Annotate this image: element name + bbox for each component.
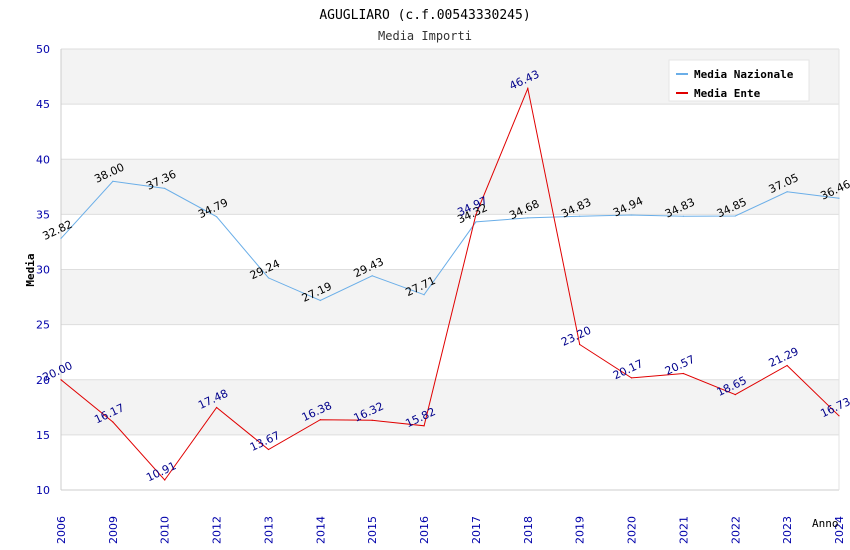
grid-band <box>61 324 839 380</box>
y-tick-label: 40 <box>36 153 50 166</box>
chart-title: AGUGLIARO (c.f.00543330245) <box>319 8 530 23</box>
data-point-media-nazionale <box>734 215 736 217</box>
x-tick-label: 2013 <box>262 516 275 544</box>
data-point-media-nazionale <box>579 215 581 217</box>
y-tick-label: 10 <box>36 484 50 497</box>
x-axis-ticks: 2006 2009 2010 2012 2013 2014 2015 2016 2017 2018… <box>55 516 846 544</box>
data-point-media-nazionale <box>112 180 114 182</box>
y-tick-label: 35 <box>36 208 50 221</box>
y-axis-ticks: 10 15 20 25 30 35 40 45 50 <box>36 43 50 497</box>
data-point-media-ente <box>734 394 736 396</box>
data-point-media-ente <box>786 364 788 367</box>
x-tick-label: 2024 <box>833 516 846 544</box>
x-tick-label: 2017 <box>470 516 483 544</box>
data-point-media-ente <box>164 479 166 481</box>
data-point-media-nazionale <box>682 215 685 217</box>
y-tick-label: 45 <box>36 98 50 111</box>
y-tick-label: 50 <box>36 43 50 56</box>
y-tick-label: 20 <box>36 374 50 387</box>
data-point-media-ente <box>475 214 477 216</box>
data-point-media-nazionale <box>527 217 529 219</box>
data-point-media-nazionale <box>216 216 218 218</box>
axes <box>60 49 840 491</box>
grid-band <box>61 159 839 215</box>
x-tick-label: 2009 <box>107 516 120 544</box>
data-point-media-ente <box>319 419 321 421</box>
x-tick-label: 2012 <box>211 516 224 544</box>
data-point-media-ente <box>838 415 840 417</box>
x-tick-label: 2020 <box>626 516 639 544</box>
data-point-media-nazionale <box>475 221 477 223</box>
series-layer <box>60 86 840 481</box>
data-point-media-ente <box>423 425 425 427</box>
data-point-media-ente <box>371 419 373 421</box>
data-point-media-nazionale <box>423 294 425 296</box>
data-point-media-ente <box>630 377 633 379</box>
chart-subtitle: Media Importi <box>378 29 472 43</box>
series-line-media-nazionale <box>60 180 840 302</box>
data-point-media-ente <box>60 379 62 381</box>
x-tick-label: 2010 <box>159 516 172 544</box>
data-point-media-nazionale <box>319 299 321 302</box>
data-point-media-ente <box>682 372 685 375</box>
data-point-media-nazionale <box>60 237 62 240</box>
data-point-media-ente <box>527 87 529 89</box>
y-tick-label: 30 <box>36 264 50 277</box>
x-tick-label: 2016 <box>418 516 431 544</box>
data-point-media-nazionale <box>267 277 270 279</box>
x-tick-label: 2006 <box>55 516 68 544</box>
data-point-media-ente <box>112 421 114 423</box>
y-tick-label: 25 <box>36 319 50 332</box>
grid-bands <box>61 49 839 490</box>
data-point-media-ente <box>579 343 581 346</box>
y-tick-label: 15 <box>36 429 50 442</box>
data-point-media-nazionale <box>838 197 840 199</box>
legend-label-media-ente: Media Ente <box>694 87 761 100</box>
legend: Media Nazionale Media Ente <box>668 59 810 102</box>
data-point-media-nazionale <box>630 214 633 216</box>
grid-band <box>61 269 839 325</box>
grid-band <box>61 214 839 270</box>
x-tick-label: 2015 <box>366 516 379 544</box>
x-tick-label: 2023 <box>781 516 794 544</box>
x-tick-label: 2014 <box>314 516 327 544</box>
x-tick-label: 2022 <box>729 516 742 544</box>
data-point-media-ente <box>267 448 270 451</box>
data-point-media-nazionale <box>786 191 788 193</box>
data-point-media-nazionale <box>371 275 373 277</box>
data-point-media-nazionale <box>164 187 166 189</box>
x-axis-label: Anno <box>812 517 839 530</box>
grid-band <box>61 379 839 435</box>
x-tick-label: 2018 <box>522 516 535 544</box>
x-tick-label: 2021 <box>677 516 690 544</box>
y-axis-label: Media <box>24 253 37 286</box>
x-tick-label: 2019 <box>574 516 587 544</box>
series-line-media-ente <box>60 86 840 481</box>
data-point-media-ente <box>216 406 218 409</box>
grid-band <box>61 104 839 160</box>
legend-label-media-nazionale: Media Nazionale <box>694 68 794 81</box>
